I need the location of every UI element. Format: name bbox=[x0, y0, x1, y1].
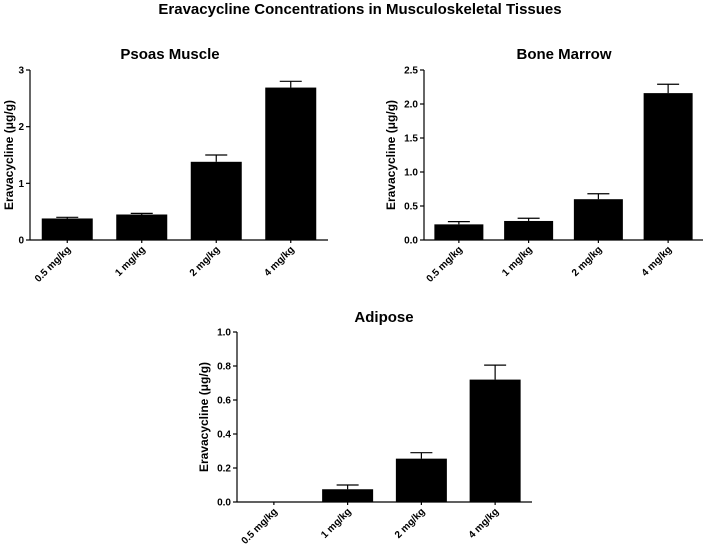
y-tick-label: 1.0 bbox=[217, 328, 231, 339]
y-tick-label: 0.5 bbox=[404, 202, 418, 213]
chart-title: Bone Marrow bbox=[516, 46, 611, 63]
x-tick-label: 1 mg/kg bbox=[500, 244, 535, 279]
y-tick-label: 0.4 bbox=[217, 430, 231, 441]
y-tick-label: 1.0 bbox=[404, 168, 418, 179]
x-tick-label: 2 mg/kg bbox=[188, 244, 223, 279]
chart-adipose: Adipose Eravacycline (μg/g) 0.0 0.2 0.4 0.6… bbox=[197, 309, 532, 546]
chart-psoas-muscle: Psoas Muscle Eravacycline (μg/g) 0 1 2 3 0.5… bbox=[2, 46, 328, 285]
x-tick-label: 0.5 mg/kg bbox=[240, 506, 280, 546]
chart-title: Adipose bbox=[354, 309, 413, 326]
bar bbox=[504, 220, 554, 240]
figure-title: Eravacycline Concentrations in Musculosk… bbox=[158, 1, 561, 18]
x-tick-label: 0.5 mg/kg bbox=[425, 244, 465, 284]
y-tick-label: 0.6 bbox=[217, 396, 231, 407]
x-tick-label: 1 mg/kg bbox=[113, 244, 148, 279]
bar bbox=[322, 489, 374, 502]
bar bbox=[190, 161, 242, 240]
bar bbox=[573, 199, 623, 240]
bar bbox=[469, 379, 521, 502]
y-tick-label: 2.0 bbox=[404, 100, 418, 111]
bar bbox=[41, 218, 93, 240]
y-tick-label: 2 bbox=[18, 122, 24, 133]
bar bbox=[395, 458, 447, 502]
y-tick-label: 0 bbox=[18, 236, 24, 247]
x-tick-label: 2 mg/kg bbox=[570, 244, 605, 279]
y-axis-label: Eravacycline (μg/g) bbox=[384, 100, 398, 210]
chart-title: Psoas Muscle bbox=[120, 46, 219, 63]
bar bbox=[116, 214, 168, 240]
bar bbox=[434, 224, 484, 240]
x-tick-label: 1 mg/kg bbox=[319, 506, 354, 541]
y-tick-label: 0.0 bbox=[404, 236, 418, 247]
y-tick-label: 3 bbox=[18, 66, 24, 77]
chart-bone-marrow: Bone Marrow Eravacycline (μg/g) 0.0 0.5 1.… bbox=[384, 46, 703, 285]
y-tick-label: 0.8 bbox=[217, 362, 231, 373]
x-tick-label: 4 mg/kg bbox=[640, 244, 675, 279]
bar bbox=[265, 87, 317, 240]
y-tick-label: 0.2 bbox=[217, 464, 231, 475]
y-tick-label: 0.0 bbox=[217, 498, 231, 509]
y-tick-label: 2.5 bbox=[404, 66, 418, 77]
x-tick-label: 0.5 mg/kg bbox=[33, 244, 73, 284]
y-axis-label: Eravacycline (μg/g) bbox=[197, 362, 211, 472]
x-tick-label: 4 mg/kg bbox=[467, 506, 502, 541]
x-tick-label: 4 mg/kg bbox=[262, 244, 297, 279]
x-tick-label: 2 mg/kg bbox=[393, 506, 428, 541]
bar bbox=[643, 93, 693, 241]
y-tick-label: 1 bbox=[18, 179, 24, 190]
y-tick-label: 1.5 bbox=[404, 134, 418, 145]
y-axis-label: Eravacycline (μg/g) bbox=[2, 100, 16, 210]
